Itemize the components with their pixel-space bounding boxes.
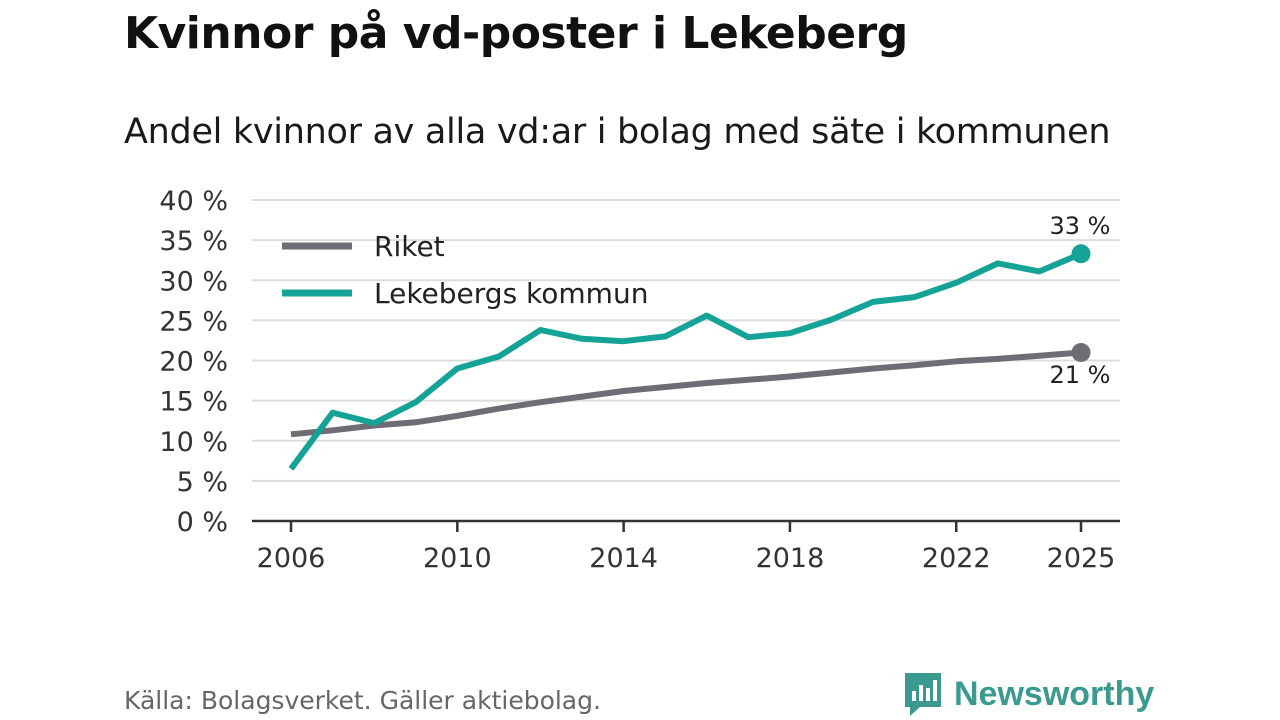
x-tick-label: 2006 <box>257 543 326 574</box>
axes: 0 % 5 % 10 % 15 % 20 % 25 % 30 % 35 % 40 % 2006 20… <box>159 186 1120 574</box>
y-tick-label: 40 % <box>159 186 228 217</box>
data-labels: 33 % 21 % <box>1050 212 1111 389</box>
x-tick-label: 2025 <box>1047 543 1116 574</box>
end-label-lekeberg: 33 % <box>1050 212 1111 240</box>
newsworthy-logo: Newsworthy <box>902 670 1154 718</box>
y-tick-label: 5 % <box>177 467 228 498</box>
newsworthy-logo-text: Newsworthy <box>954 674 1155 713</box>
series-line-riket <box>290 349 1082 438</box>
y-tick-label: 0 % <box>177 507 228 538</box>
newsworthy-logo-icon <box>905 673 941 716</box>
end-point-riket <box>1071 342 1091 362</box>
legend: Riket Lekebergs kommun <box>282 230 648 310</box>
end-point-lekeberg <box>1071 244 1091 264</box>
x-tick-label: 2018 <box>756 543 825 574</box>
legend-label-lekeberg: Lekebergs kommun <box>374 277 648 310</box>
chart-subtitle: Andel kvinnor av alla vd:ar i bolag med … <box>124 112 1111 152</box>
series <box>288 244 1091 471</box>
legend-label-riket: Riket <box>374 230 445 263</box>
chart-title: Kvinnor på vd-poster i Lekeberg <box>124 8 908 59</box>
y-tick-label: 25 % <box>159 306 228 337</box>
source-note: Källa: Bolagsverket. Gäller aktiebolag. <box>124 686 601 715</box>
y-tick-label: 35 % <box>159 226 228 257</box>
end-label-riket: 21 % <box>1050 361 1111 389</box>
series-line-lekeberg <box>288 251 1083 471</box>
y-tick-label: 30 % <box>159 266 228 297</box>
x-tick-label: 2010 <box>423 543 492 574</box>
y-tick-label: 10 % <box>159 427 228 458</box>
y-tick-label: 20 % <box>159 347 228 378</box>
y-tick-label: 15 % <box>159 387 228 418</box>
x-tick-label: 2014 <box>589 543 658 574</box>
x-tick-label: 2022 <box>922 543 991 574</box>
